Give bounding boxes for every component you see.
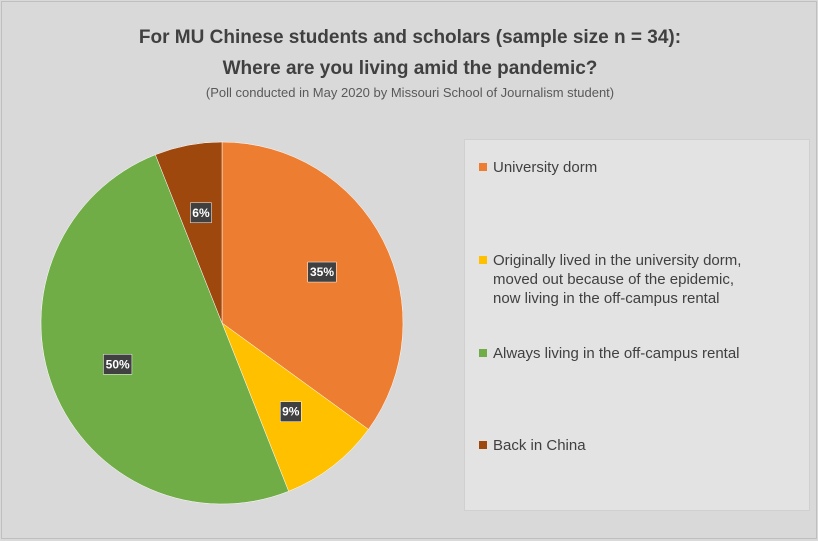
legend-label-line: moved out because of the epidemic, [493, 271, 734, 288]
legend-label-line: now living in the off-campus rental [493, 290, 720, 307]
data-label-text: 6% [192, 206, 210, 220]
data-label-box [103, 354, 133, 375]
pie-slice [221, 141, 404, 430]
data-label-box [190, 202, 212, 224]
legend-label-line: Originally lived in the university dorm, [493, 252, 742, 269]
legend: University dorm Originally lived in the … [464, 139, 810, 511]
data-label-box [307, 261, 337, 283]
chart-title-line-2: Where are you living amid the pandemic? [222, 58, 598, 79]
legend-swatch [479, 441, 487, 449]
data-label: 9% [280, 401, 302, 422]
pie-slice [155, 141, 223, 324]
legend-label: University dorm [493, 159, 598, 176]
data-label: 35% [307, 261, 337, 283]
data-label-text: 9% [282, 405, 300, 419]
legend-item-moved-out: Originally lived in the university dorm,… [479, 251, 799, 308]
data-label-text: 35% [310, 265, 334, 279]
data-label: 50% [103, 354, 133, 375]
data-label: 6% [190, 202, 212, 224]
pie-slice [40, 154, 289, 505]
legend-swatch [479, 349, 487, 357]
legend-swatch [479, 163, 487, 171]
legend-item-back-in-china: Back in China [479, 436, 799, 455]
legend-item-off-campus: Always living in the off-campus rental [479, 344, 799, 363]
legend-item-university-dorm: University dorm [479, 158, 799, 177]
data-label-box [280, 401, 302, 422]
chart-subtitle: (Poll conducted in May 2020 by Missouri … [205, 85, 615, 100]
legend-label: Always living in the off-campus rental [493, 345, 740, 362]
data-label-text: 50% [106, 357, 130, 371]
legend-swatch [479, 256, 487, 264]
legend-label: Originally lived in the university dorm,… [493, 251, 741, 308]
legend-label: Back in China [493, 437, 586, 454]
chart-title-line-1: For MU Chinese students and scholars (sa… [138, 27, 682, 48]
